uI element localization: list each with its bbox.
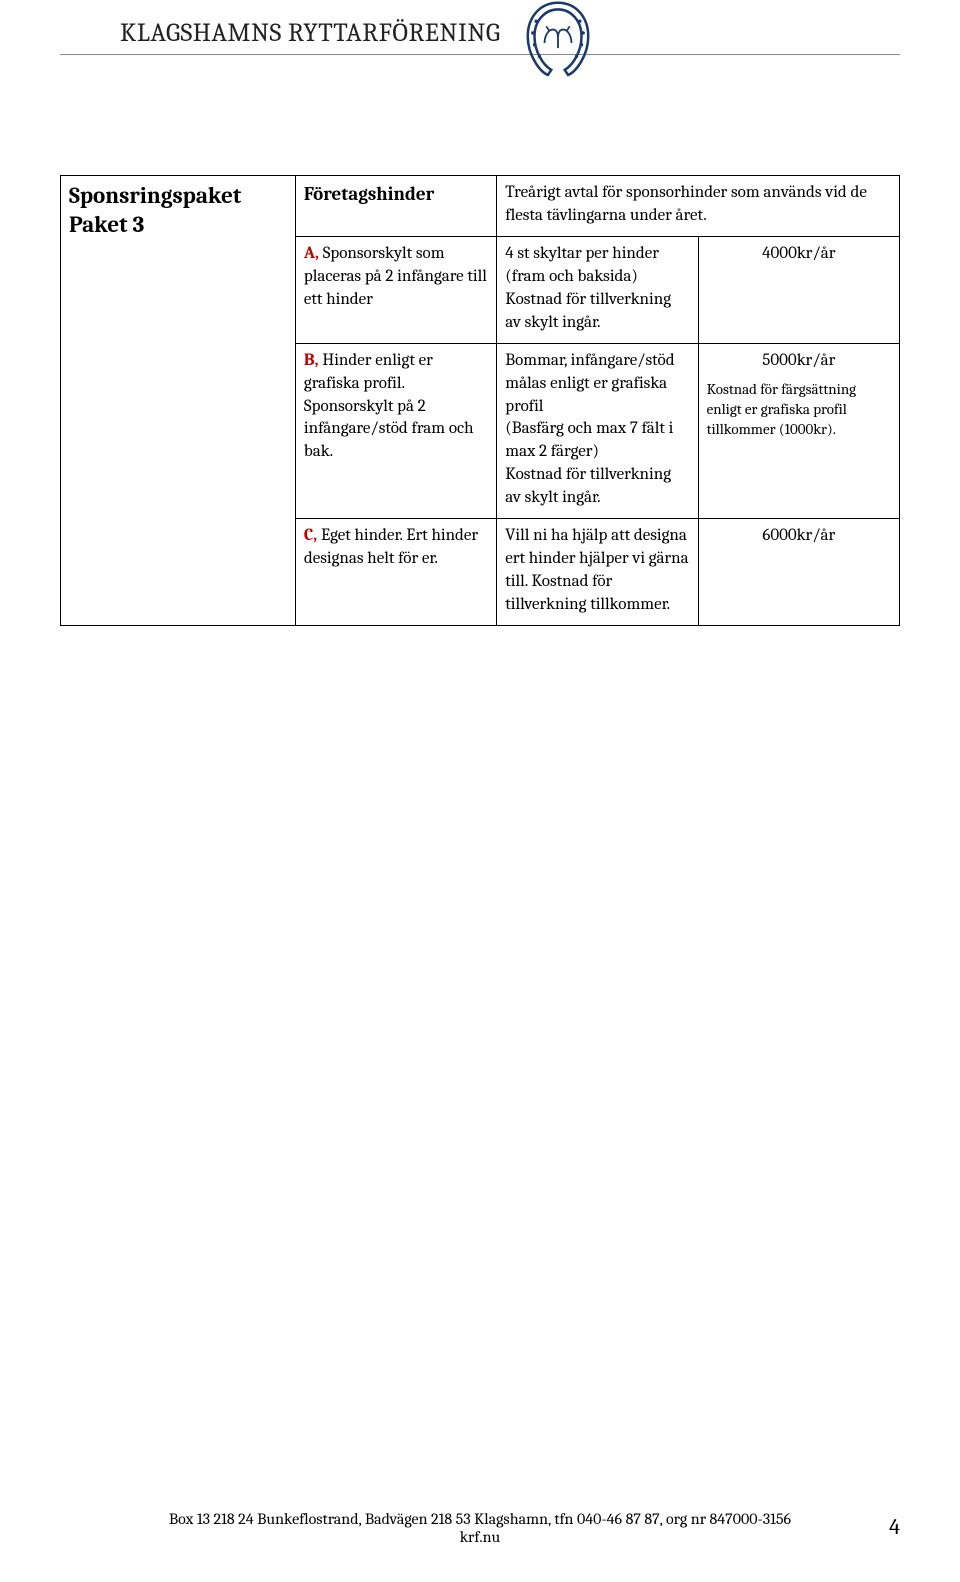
org-name: KLAGSHAMNS RYTTARFÖRENING bbox=[120, 18, 500, 48]
price-text: 6000kr/år bbox=[707, 525, 891, 548]
sponsorship-table: Sponsringspaket Paket 3 Företagshinder T… bbox=[60, 175, 900, 626]
option-label: A, bbox=[304, 244, 319, 263]
price-cell: 6000kr/år bbox=[698, 519, 899, 626]
horseshoe-logo-icon bbox=[516, 0, 600, 80]
main-content: Sponsringspaket Paket 3 Företagshinder T… bbox=[0, 175, 960, 626]
option-label: C, bbox=[304, 526, 317, 545]
option-cell: A, Sponsorskylt som placeras på 2 infång… bbox=[295, 236, 496, 343]
option-text: Sponsorskylt som placeras på 2 infångare… bbox=[304, 244, 487, 309]
heading-desc-cell: Treårigt avtal för sponsorhinder som anv… bbox=[497, 176, 900, 237]
detail-text: 4 st skyltar per hinder (fram och baksid… bbox=[505, 244, 671, 332]
option-text: Hinder enligt er grafiska profil. Sponso… bbox=[304, 351, 474, 462]
table-row-heading: Sponsringspaket Paket 3 Företagshinder T… bbox=[61, 176, 900, 237]
page-header: KLAGSHAMNS RYTTARFÖRENING bbox=[60, 0, 900, 55]
detail-cell: Bommar, infångare/stöd målas enligt er g… bbox=[497, 343, 698, 519]
page-footer: Box 13 218 24 Bunkeflostrand, Badvägen 2… bbox=[0, 1510, 960, 1546]
footer-line1: Box 13 218 24 Bunkeflostrand, Badvägen 2… bbox=[0, 1510, 960, 1528]
option-cell: B, Hinder enligt er grafiska profil. Spo… bbox=[295, 343, 496, 519]
package-title-cell: Sponsringspaket Paket 3 bbox=[61, 176, 296, 626]
package-title-line1: Sponsringspaket bbox=[69, 182, 241, 209]
heading-text: Företagshinder bbox=[304, 183, 434, 205]
detail-text: Vill ni ha hjälp att designa ert hinder … bbox=[505, 526, 688, 614]
logo bbox=[516, 0, 600, 84]
footer-line2: krf.nu bbox=[0, 1528, 960, 1546]
option-label: B, bbox=[304, 351, 319, 370]
page-number: 4 bbox=[889, 1514, 900, 1540]
detail-text: Bommar, infångare/stöd målas enligt er g… bbox=[505, 351, 674, 508]
option-cell: C, Eget hinder. Ert hinder designas helt… bbox=[295, 519, 496, 626]
option-text: Eget hinder. Ert hinder designas helt fö… bbox=[304, 526, 478, 568]
price-text: 4000kr/år bbox=[707, 243, 891, 266]
detail-cell: 4 st skyltar per hinder (fram och baksid… bbox=[497, 236, 698, 343]
price-cell: 4000kr/år bbox=[698, 236, 899, 343]
price-text: 5000kr/år bbox=[707, 350, 891, 373]
detail-cell: Vill ni ha hjälp att designa ert hinder … bbox=[497, 519, 698, 626]
price-cell: 5000kr/år Kostnad för färgsättning enlig… bbox=[698, 343, 899, 519]
heading-cell: Företagshinder bbox=[295, 176, 496, 237]
package-title-line2: Paket 3 bbox=[69, 211, 144, 238]
heading-desc: Treårigt avtal för sponsorhinder som anv… bbox=[505, 183, 867, 225]
price-note: Kostnad för färgsättning enligt er grafi… bbox=[707, 379, 891, 440]
